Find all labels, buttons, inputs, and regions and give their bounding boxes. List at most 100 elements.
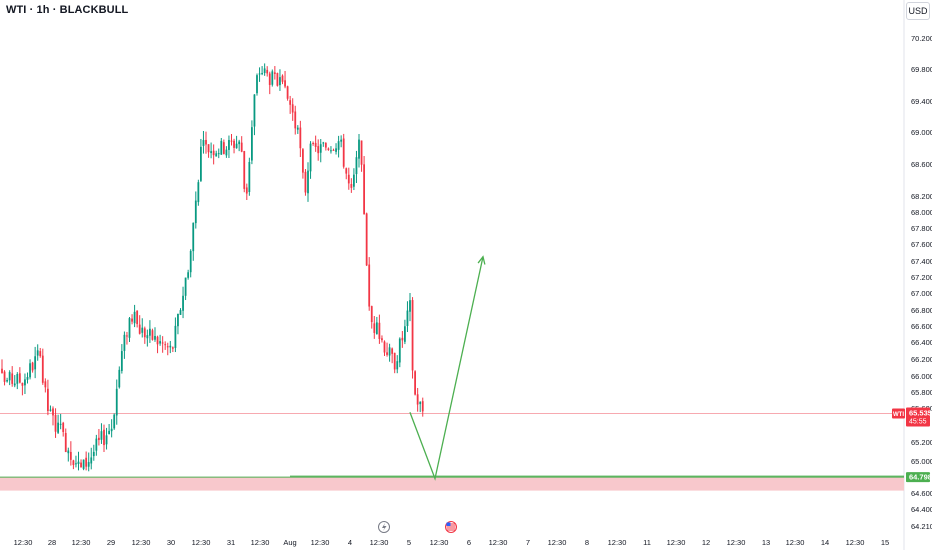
candle[interactable] <box>273 66 276 80</box>
candle[interactable] <box>307 162 309 202</box>
candle[interactable] <box>383 340 386 357</box>
candle[interactable] <box>225 146 228 158</box>
candle[interactable] <box>411 297 414 379</box>
candle[interactable] <box>360 140 363 172</box>
candle[interactable] <box>143 326 146 344</box>
candle[interactable] <box>256 73 258 96</box>
candle[interactable] <box>98 428 100 446</box>
candle[interactable] <box>95 434 98 456</box>
candle[interactable] <box>279 69 281 91</box>
candle[interactable] <box>347 167 350 190</box>
candle[interactable] <box>21 382 24 396</box>
candle[interactable] <box>179 308 182 315</box>
candle[interactable] <box>210 142 212 159</box>
candle[interactable] <box>228 135 230 159</box>
candle[interactable] <box>309 141 312 179</box>
candle[interactable] <box>31 361 34 373</box>
candle[interactable] <box>215 150 218 157</box>
candle[interactable] <box>286 85 289 101</box>
candle[interactable] <box>80 459 82 468</box>
candle[interactable] <box>16 372 19 390</box>
candle[interactable] <box>388 343 391 362</box>
candle[interactable] <box>39 347 42 358</box>
candle[interactable] <box>324 142 327 151</box>
candle[interactable] <box>189 249 192 278</box>
candle[interactable] <box>24 373 26 395</box>
candle[interactable] <box>52 406 54 426</box>
candle[interactable] <box>251 120 253 165</box>
candle[interactable] <box>75 455 77 468</box>
candle[interactable] <box>105 427 108 450</box>
candle[interactable] <box>123 331 126 359</box>
candle[interactable] <box>47 379 49 416</box>
candle[interactable] <box>263 63 266 76</box>
candle[interactable] <box>266 66 269 77</box>
candle[interactable] <box>327 147 330 151</box>
candle[interactable] <box>391 347 394 364</box>
candle[interactable] <box>243 150 246 193</box>
candle[interactable] <box>182 286 184 319</box>
candle[interactable] <box>363 156 365 215</box>
candle[interactable] <box>126 331 128 345</box>
candle[interactable] <box>36 344 39 361</box>
candle[interactable] <box>373 316 376 339</box>
candle[interactable] <box>166 342 169 356</box>
us-flag-icon[interactable] <box>445 521 457 533</box>
candle[interactable] <box>138 315 141 335</box>
candle[interactable] <box>355 150 358 184</box>
candle[interactable] <box>118 366 121 389</box>
candle[interactable] <box>108 424 110 435</box>
candle[interactable] <box>92 444 95 461</box>
candle[interactable] <box>171 346 174 353</box>
candle[interactable] <box>378 314 381 344</box>
candle[interactable] <box>370 305 373 329</box>
candle[interactable] <box>271 69 274 87</box>
candle[interactable] <box>222 139 225 155</box>
candle[interactable] <box>312 141 314 146</box>
candle[interactable] <box>248 157 251 196</box>
candle[interactable] <box>340 135 343 148</box>
candle[interactable] <box>220 137 223 155</box>
candle[interactable] <box>296 125 299 134</box>
candle[interactable] <box>419 401 422 413</box>
candle[interactable] <box>8 370 11 386</box>
candle[interactable] <box>113 413 116 430</box>
candle[interactable] <box>85 451 88 471</box>
candle[interactable] <box>133 304 136 328</box>
candle[interactable] <box>72 459 75 470</box>
candle[interactable] <box>161 336 164 353</box>
candle[interactable] <box>194 191 197 229</box>
candle[interactable] <box>202 130 205 154</box>
candle[interactable] <box>414 370 416 396</box>
candle[interactable] <box>154 327 156 342</box>
candle[interactable] <box>146 329 149 347</box>
candle[interactable] <box>368 257 371 311</box>
candle[interactable] <box>335 143 337 155</box>
candle[interactable] <box>200 138 202 182</box>
candle[interactable] <box>345 167 348 180</box>
candle[interactable] <box>174 317 177 353</box>
candle[interactable] <box>69 441 72 466</box>
candle[interactable] <box>120 344 123 374</box>
candle[interactable] <box>245 183 248 201</box>
candle[interactable] <box>294 105 297 135</box>
candle[interactable] <box>386 342 388 357</box>
candle[interactable] <box>197 179 200 206</box>
candle[interactable] <box>207 144 210 158</box>
candle[interactable] <box>317 139 320 161</box>
candle[interactable] <box>421 397 424 417</box>
symbol-title[interactable]: WTI · 1h · BLACKBULL <box>6 4 129 16</box>
candle[interactable] <box>253 94 256 136</box>
candle[interactable] <box>235 135 238 149</box>
candle[interactable] <box>240 136 243 153</box>
candle[interactable] <box>319 138 322 163</box>
candle[interactable] <box>62 421 65 437</box>
candle[interactable] <box>177 313 179 335</box>
candle[interactable] <box>77 451 80 471</box>
candle[interactable] <box>149 320 151 343</box>
candle[interactable] <box>258 67 261 82</box>
candle[interactable] <box>87 452 90 472</box>
candle[interactable] <box>141 318 144 338</box>
